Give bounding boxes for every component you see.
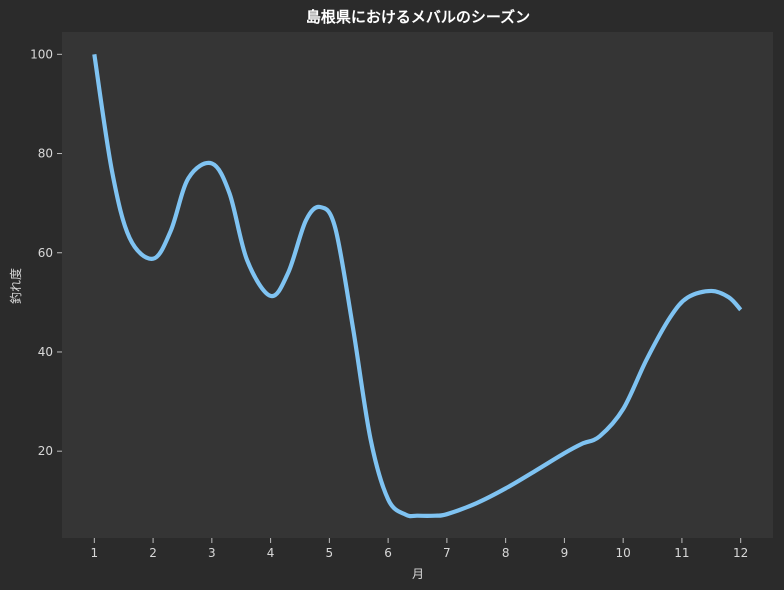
series-layer bbox=[92, 54, 743, 519]
y-tick-label: 20 bbox=[38, 444, 53, 458]
x-tick-label: 1 bbox=[90, 546, 98, 560]
y-tick-label: 100 bbox=[30, 47, 53, 61]
y-tick-label: 60 bbox=[38, 246, 53, 260]
x-tick-label: 6 bbox=[384, 546, 392, 560]
x-tick-label: 2 bbox=[149, 546, 157, 560]
y-tick-label: 40 bbox=[38, 345, 53, 359]
y-axis: 20 40 60 80 100 bbox=[30, 47, 62, 458]
x-axis-label: 月 bbox=[412, 567, 424, 581]
x-tick-label: 11 bbox=[674, 546, 689, 560]
y-tick-label: 80 bbox=[38, 147, 53, 161]
x-tick-label: 12 bbox=[733, 546, 748, 560]
y-axis-label: 釣れ度 bbox=[8, 268, 23, 304]
x-tick-label: 8 bbox=[502, 546, 510, 560]
chart-title: 島根県におけるメバルのシーズン bbox=[306, 8, 530, 26]
plot-area bbox=[62, 32, 773, 538]
x-tick-label: 5 bbox=[326, 546, 334, 560]
series-line-0 bbox=[92, 54, 743, 519]
x-tick-label: 3 bbox=[208, 546, 216, 560]
x-tick-label: 4 bbox=[267, 546, 275, 560]
x-axis: 1 2 3 4 5 6 7 8 9 10 11 12 bbox=[90, 538, 748, 560]
x-tick-label: 7 bbox=[443, 546, 451, 560]
x-tick-label: 9 bbox=[561, 546, 569, 560]
x-tick-label: 10 bbox=[616, 546, 631, 560]
